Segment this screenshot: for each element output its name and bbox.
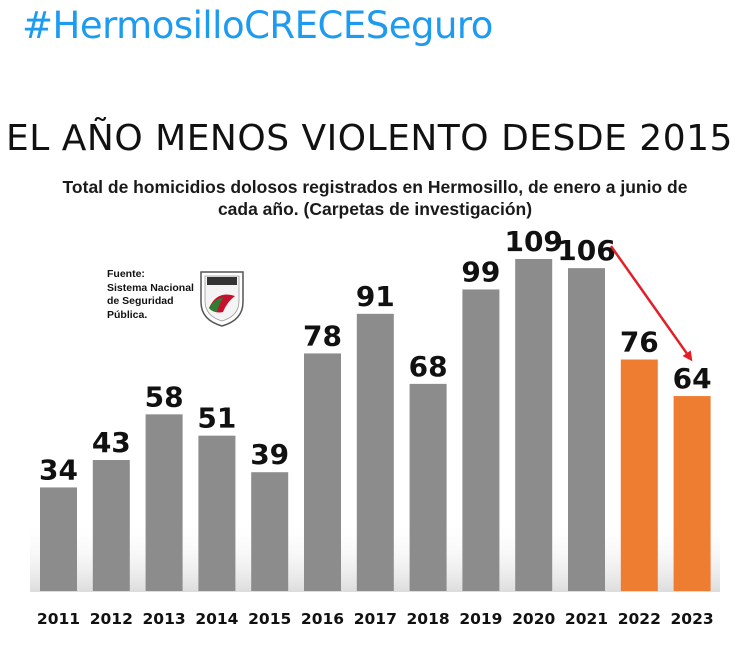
bar-2014 — [198, 435, 236, 591]
tick-label-2017: 2017 — [354, 610, 397, 628]
tick-label-2013: 2013 — [143, 610, 186, 628]
bar-2013 — [145, 414, 183, 591]
value-label-2021: 106 — [557, 234, 615, 267]
tick-label-2021: 2021 — [565, 610, 608, 628]
value-label-2015: 39 — [250, 438, 289, 471]
bars-group — [40, 259, 711, 591]
tick-label-2020: 2020 — [512, 610, 555, 628]
tick-label-2023: 2023 — [671, 610, 714, 628]
value-label-2011: 34 — [39, 453, 78, 486]
sesnsp-seal-logo — [200, 271, 244, 327]
trend-arrow-2021-2023 — [609, 245, 693, 362]
tick-label-2015: 2015 — [248, 610, 291, 628]
chart-subtitle: Total de homicidios dolosos registrados … — [62, 177, 688, 219]
value-label-2016: 78 — [303, 319, 342, 352]
tick-label-2016: 2016 — [301, 610, 344, 628]
value-label-2013: 58 — [145, 380, 184, 413]
annotations-group — [609, 245, 693, 362]
tick-label-2012: 2012 — [90, 610, 133, 628]
bar-2015 — [251, 472, 289, 591]
tick-label-2014: 2014 — [195, 610, 238, 628]
value-label-2019: 99 — [461, 255, 500, 288]
tick-label-2018: 2018 — [407, 610, 450, 628]
tick-labels-group: 2011 2012 2013 2014 2015 2016 2017 2018 2019 2020… — [37, 610, 714, 628]
hashtag-text[interactable]: #HermosilloCRECESeguro — [22, 4, 493, 47]
source-note: Fuente: Sistema Nacional de Seguridad Pú… — [107, 268, 194, 322]
bar-2022 — [620, 359, 658, 591]
value-label-2022: 76 — [620, 326, 659, 359]
tick-label-2011: 2011 — [37, 610, 80, 628]
value-label-2023: 64 — [673, 362, 712, 395]
bar-2023 — [673, 396, 711, 591]
source-line-4: Pública. — [107, 308, 148, 321]
bar-2011 — [40, 487, 77, 591]
chart-title: EL AÑO MENOS VIOLENTO DESDE 2015 — [6, 118, 733, 159]
tick-label-2019: 2019 — [459, 610, 502, 628]
value-label-2020: 109 — [504, 225, 562, 258]
value-label-2017: 91 — [356, 280, 395, 313]
source-line-3: de Seguridad — [107, 295, 174, 307]
bar-2021 — [568, 268, 605, 591]
bar-2019 — [462, 289, 500, 591]
source-line-2: Sistema Nacional — [107, 281, 194, 294]
bar-2018 — [409, 383, 447, 591]
value-label-2012: 43 — [92, 426, 131, 459]
tick-label-2022: 2022 — [618, 610, 661, 628]
bar-2012 — [92, 460, 130, 591]
value-label-2014: 51 — [197, 402, 236, 435]
value-label-2018: 68 — [409, 350, 448, 383]
bar-2017 — [356, 313, 394, 591]
bar-2020 — [515, 259, 553, 591]
source-line-1: Fuente: — [107, 268, 145, 280]
bar-2016 — [304, 353, 341, 591]
